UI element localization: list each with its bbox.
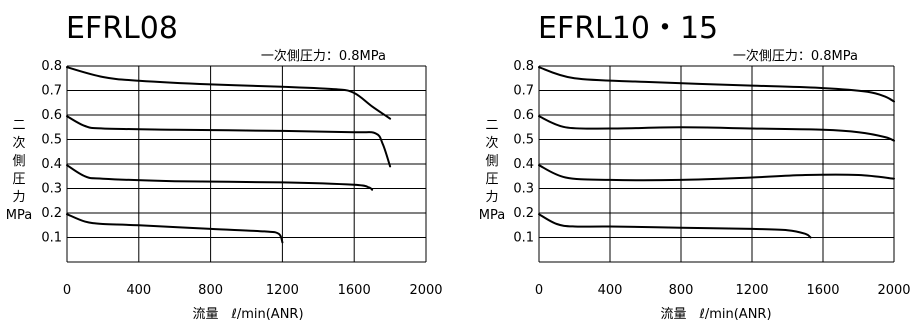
y-axis-unit: MPa <box>479 208 505 223</box>
x-tick-labels: 0 400 800 1200 1600 2000 <box>63 283 443 298</box>
y-tick-label: 0.4 <box>513 157 534 172</box>
y-tick-label: 0.8 <box>41 59 62 74</box>
y-tick-labels: 0.1 0.2 0.3 0.4 0.5 0.6 0.7 0.8 <box>513 59 534 246</box>
y-axis-unit: MPa <box>6 208 32 223</box>
series-line <box>538 213 812 239</box>
gridlines <box>66 65 427 263</box>
x-tick-labels: 0 400 800 1200 1600 2000 <box>535 283 911 298</box>
y-axis-label-char: 二 <box>485 118 498 133</box>
y-axis-label-char: 側 <box>12 154 25 169</box>
x-axis-label: 流量 ℓ/min(ANR) <box>660 307 771 322</box>
y-tick-label: 0.7 <box>41 84 62 99</box>
y-tick-label: 0.7 <box>513 84 534 99</box>
x-tick-label: 800 <box>669 283 694 298</box>
series-line <box>538 115 895 142</box>
series-group <box>538 66 895 239</box>
y-tick-label: 0.2 <box>513 206 534 221</box>
x-tick-label: 400 <box>598 283 623 298</box>
y-axis-label: 二 次 側 圧 力 MPa <box>6 118 32 223</box>
x-tick-label: 0 <box>535 283 543 298</box>
x-tick-label: 2000 <box>409 283 442 298</box>
y-tick-label: 0.2 <box>41 206 62 221</box>
series-line <box>66 66 392 120</box>
y-tick-label: 0.3 <box>41 182 62 197</box>
y-axis-label-char: 次 <box>12 135 25 151</box>
y-axis-label-char: 側 <box>485 154 498 169</box>
y-axis-label: 二 次 側 圧 力 MPa <box>479 118 505 223</box>
x-tick-label: 1600 <box>806 283 839 298</box>
x-tick-label: 400 <box>126 283 151 298</box>
y-axis-label-char: 圧 <box>485 172 498 187</box>
x-tick-label: 1200 <box>735 283 768 298</box>
series-line <box>66 213 284 244</box>
y-tick-label: 0.3 <box>513 182 534 197</box>
y-axis-label-char: 二 <box>12 118 25 133</box>
series-line <box>66 115 392 168</box>
gridlines <box>538 65 895 263</box>
chart-title: EFRL08 <box>66 11 178 46</box>
series-line <box>538 164 895 182</box>
chart-efrl10-15: EFRL10・15 一次側圧力：0.8MPa 0.1 0.2 0.3 0.4 0… <box>479 11 911 322</box>
y-tick-label: 0.6 <box>41 108 62 123</box>
y-tick-label: 0.8 <box>513 59 534 74</box>
series-group <box>66 66 392 244</box>
chart-efrl08: EFRL08 一次側圧力：0.8MPa 0.1 0.2 0.3 0.4 0.5 <box>6 11 443 322</box>
y-axis-label-char: 力 <box>12 190 25 205</box>
y-tick-label: 0.4 <box>41 157 62 172</box>
x-tick-label: 1600 <box>338 283 371 298</box>
y-axis-label-char: 次 <box>485 135 498 151</box>
y-tick-label: 0.1 <box>41 231 62 246</box>
y-axis-label-char: 力 <box>485 190 498 205</box>
x-tick-label: 1200 <box>266 283 299 298</box>
x-axis-label: 流量 ℓ/min(ANR) <box>192 307 303 322</box>
y-tick-label: 0.6 <box>513 108 534 123</box>
y-tick-label: 0.5 <box>41 133 62 148</box>
y-tick-label: 0.1 <box>513 231 534 246</box>
x-tick-label: 2000 <box>877 283 910 298</box>
series-line <box>66 164 374 191</box>
series-line <box>538 66 895 103</box>
chart-title: EFRL10・15 <box>538 11 718 46</box>
x-tick-label: 0 <box>63 283 71 298</box>
primary-pressure-note: 一次側圧力：0.8MPa <box>261 48 386 64</box>
primary-pressure-note: 一次側圧力：0.8MPa <box>733 48 858 64</box>
y-tick-label: 0.5 <box>513 133 534 148</box>
y-axis-label-char: 圧 <box>12 172 25 187</box>
x-tick-label: 800 <box>198 283 223 298</box>
y-tick-labels: 0.1 0.2 0.3 0.4 0.5 0.6 0.7 0.8 <box>41 59 62 246</box>
